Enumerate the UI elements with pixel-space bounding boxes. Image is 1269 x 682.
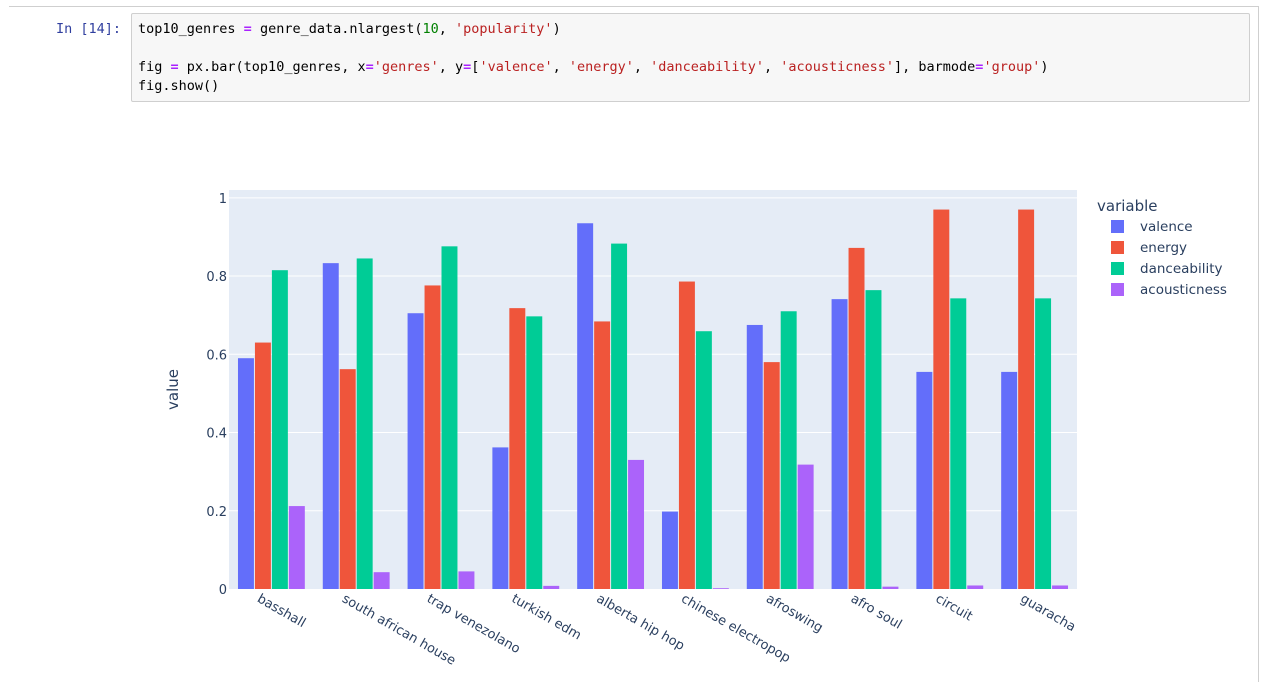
bar-danceability[interactable] [526,316,543,589]
bar-acousticness[interactable] [967,585,984,589]
bar-valence[interactable] [407,313,424,589]
bar-energy[interactable] [678,281,695,589]
code-editor[interactable] [131,13,1250,102]
bar-danceability[interactable] [865,290,882,589]
legend-item-acousticness[interactable]: acousticness [1140,282,1227,298]
bar-acousticness[interactable] [373,572,390,589]
legend-item-energy[interactable]: energy [1140,240,1187,256]
code-line-1[interactable]: top10_genres = genre_data.nlargest(10, '… [138,21,561,37]
plot-area [229,190,1077,589]
legend-swatch-valence[interactable] [1111,220,1124,233]
y-tick-label: 1 [219,192,227,207]
legend-swatch-acousticness[interactable] [1111,283,1124,296]
bar-acousticness[interactable] [458,571,475,589]
code-line-2[interactable]: fig = px.bar(top10_genres, x='genres', y… [138,59,1049,75]
bar-danceability[interactable] [271,270,288,589]
bar-acousticness[interactable] [543,585,560,589]
x-tick-label: alberta hip hop [594,591,687,654]
bar-acousticness[interactable] [628,459,645,589]
bar-energy[interactable] [254,342,271,589]
bar-acousticness[interactable] [797,464,814,589]
bar-energy[interactable] [339,369,356,589]
bar-valence[interactable] [916,371,933,589]
bar-energy[interactable] [763,362,780,589]
y-tick-label: 0.8 [206,270,227,285]
bar-danceability[interactable] [611,243,628,589]
x-tick-label: turkish edm [509,591,584,643]
bar-acousticness[interactable] [1052,585,1069,589]
y-tick-label: 0 [219,583,227,598]
legend-title: variable [1097,197,1158,215]
bar-acousticness[interactable] [882,586,899,589]
legend-item-danceability[interactable]: danceability [1140,261,1223,277]
x-tick-label: basshall [254,591,308,631]
bar-acousticness[interactable] [288,506,305,589]
x-tick-label: afroswing [763,591,825,636]
x-tick-label: afro soul [848,591,904,632]
code-line-3[interactable]: fig.show() [138,78,220,94]
y-tick-label: 0.6 [206,348,227,363]
bar-valence[interactable] [237,358,254,589]
bar-danceability[interactable] [441,246,458,589]
bar-valence[interactable] [1001,371,1018,589]
bar-energy[interactable] [1018,209,1035,589]
y-axis-title: value [164,369,182,410]
bar-valence[interactable] [661,511,678,589]
input-prompt: In [14]: [56,21,122,37]
bar-danceability[interactable] [780,311,797,589]
bar-energy[interactable] [933,209,950,589]
bar-energy[interactable] [594,321,611,589]
bar-energy[interactable] [424,285,441,589]
y-tick-label: 0.2 [206,505,227,520]
x-tick-label: circuit [933,591,975,624]
bar-energy[interactable] [848,247,865,590]
bar-valence[interactable] [746,324,763,589]
bar-valence[interactable] [322,263,339,589]
y-tick-label: 0.4 [206,427,227,442]
legend-item-valence[interactable]: valence [1140,219,1193,235]
legend-swatch-energy[interactable] [1111,241,1124,254]
bar-danceability[interactable] [356,258,373,589]
legend-swatch-danceability[interactable] [1111,262,1124,275]
bar-valence[interactable] [492,447,509,589]
bar-valence[interactable] [577,223,594,589]
x-tick-label: guaracha [1018,591,1078,635]
bar-danceability[interactable] [950,298,967,589]
bar-danceability[interactable] [695,331,712,589]
bar-energy[interactable] [509,308,526,589]
bar-valence[interactable] [831,299,848,589]
bar-danceability[interactable] [1035,298,1052,589]
bar-acousticness[interactable] [712,588,729,589]
